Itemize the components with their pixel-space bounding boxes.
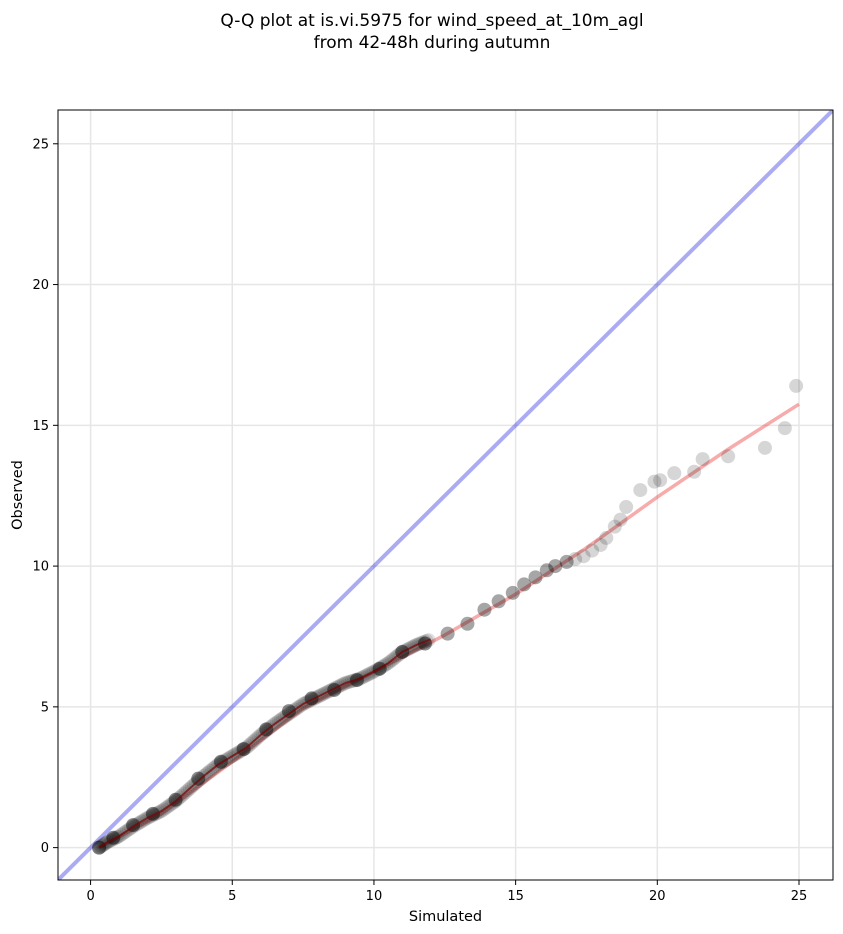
identity-reference-line [58, 110, 833, 880]
scatter-point [647, 474, 662, 489]
scatter-point [505, 585, 520, 600]
y-tick-label: 25 [32, 137, 49, 152]
scatter-point [191, 771, 206, 786]
scatter-point [757, 440, 772, 455]
scatter-point [667, 466, 682, 481]
scatter-point [440, 626, 455, 641]
scatter-point [777, 421, 792, 436]
scatter-point [593, 537, 608, 552]
y-tick-label: 15 [32, 419, 49, 434]
x-axis-label: Simulated [409, 909, 482, 925]
scatter-point [460, 616, 475, 631]
grid-lines [58, 110, 833, 880]
chart-title-line-1: Q-Q plot at is.vi.5975 for wind_speed_at… [220, 11, 643, 31]
plot-frame [57, 109, 834, 881]
scatter-point [517, 577, 532, 592]
scatter-point [721, 449, 736, 464]
y-tick-label: 20 [32, 278, 49, 293]
scatter-point [633, 483, 648, 498]
x-tick-label: 25 [791, 889, 808, 904]
scatter-point [491, 594, 506, 609]
scatter-point [585, 543, 600, 558]
scatter-point [548, 559, 563, 574]
fit-line [98, 402, 800, 850]
scatter-point [599, 530, 614, 545]
scatter-point [576, 549, 591, 564]
x-tick-label: 10 [366, 889, 383, 904]
scatter-point [539, 563, 554, 578]
x-axis-ticks: 0 5 10 15 20 25 [86, 880, 807, 904]
scatter-point [568, 552, 583, 567]
y-axis-ticks: 0 5 10 15 20 25 [32, 137, 58, 856]
scatter-point [281, 704, 296, 719]
scatter-point [613, 512, 628, 527]
scatter-point [559, 554, 574, 569]
scatter-point [687, 464, 702, 479]
scatter-points [92, 378, 804, 855]
scatter-point [619, 499, 634, 514]
x-tick-label: 0 [86, 889, 94, 904]
x-tick-label: 15 [507, 889, 524, 904]
scatter-point [695, 452, 710, 467]
y-tick-label: 5 [41, 700, 49, 715]
x-tick-label: 5 [228, 889, 236, 904]
y-axis-label: Observed [10, 460, 26, 530]
quantile-curve [98, 638, 431, 849]
scatter-point [653, 473, 668, 488]
plot-area [58, 110, 833, 880]
scatter-point [607, 519, 622, 534]
y-tick-label: 10 [32, 560, 49, 575]
scatter-point [477, 602, 492, 617]
scatter-point [789, 378, 804, 393]
scatter-point [528, 570, 543, 585]
x-tick-label: 20 [649, 889, 666, 904]
y-tick-label: 0 [41, 841, 49, 856]
chart-title-line-2: from 42-48h during autumn [314, 33, 551, 53]
